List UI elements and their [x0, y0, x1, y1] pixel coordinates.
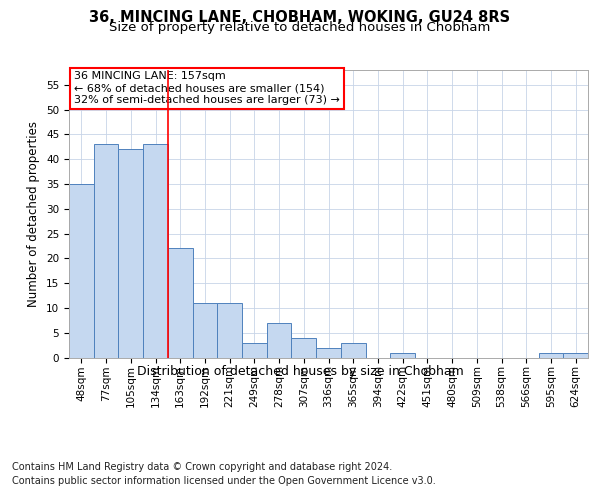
Bar	[267, 323, 292, 358]
Bar	[242, 342, 267, 357]
Bar	[539, 352, 563, 358]
Bar	[193, 303, 217, 358]
Y-axis label: Number of detached properties: Number of detached properties	[28, 120, 40, 306]
Text: Contains public sector information licensed under the Open Government Licence v3: Contains public sector information licen…	[12, 476, 436, 486]
Bar	[292, 338, 316, 357]
Bar	[168, 248, 193, 358]
Bar	[217, 303, 242, 358]
Bar	[316, 348, 341, 358]
Text: Distribution of detached houses by size in Chobham: Distribution of detached houses by size …	[137, 365, 463, 378]
Bar	[94, 144, 118, 358]
Text: 36, MINCING LANE, CHOBHAM, WOKING, GU24 8RS: 36, MINCING LANE, CHOBHAM, WOKING, GU24 …	[89, 10, 511, 25]
Bar	[341, 342, 365, 357]
Bar	[118, 150, 143, 358]
Text: 36 MINCING LANE: 157sqm
← 68% of detached houses are smaller (154)
32% of semi-d: 36 MINCING LANE: 157sqm ← 68% of detache…	[74, 72, 340, 104]
Bar	[390, 352, 415, 358]
Bar	[143, 144, 168, 358]
Text: Size of property relative to detached houses in Chobham: Size of property relative to detached ho…	[109, 22, 491, 35]
Text: Contains HM Land Registry data © Crown copyright and database right 2024.: Contains HM Land Registry data © Crown c…	[12, 462, 392, 472]
Bar	[563, 352, 588, 358]
Bar	[69, 184, 94, 358]
